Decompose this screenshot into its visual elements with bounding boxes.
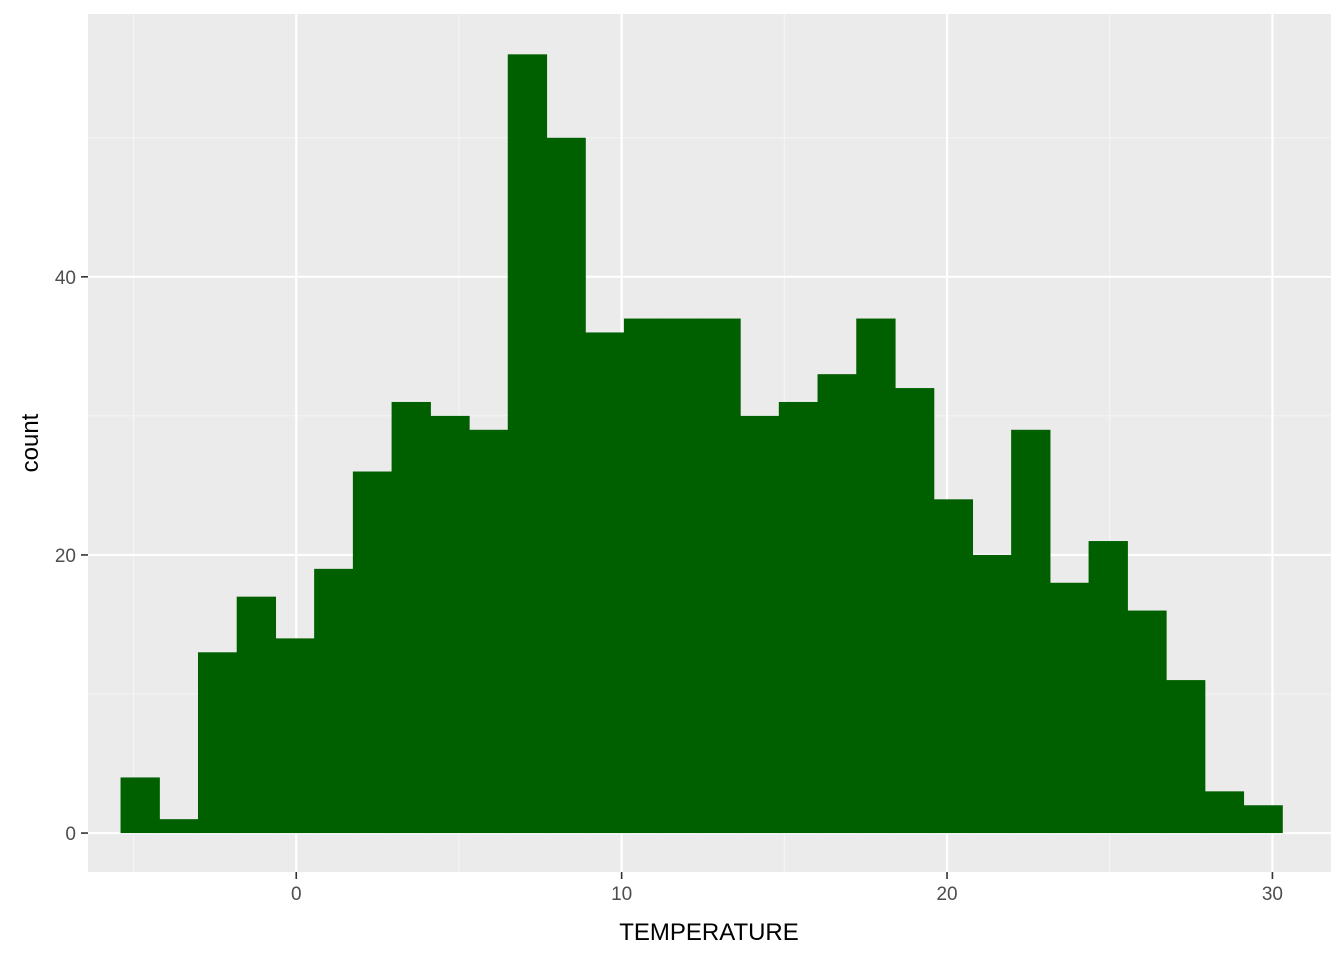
histogram-bar [469, 429, 509, 834]
histogram-bar [1166, 680, 1206, 834]
histogram-bar [701, 318, 741, 834]
histogram-bar [159, 819, 199, 834]
histogram-bar [1127, 610, 1167, 834]
histogram-bar [236, 596, 277, 834]
histogram-bar [585, 332, 625, 834]
histogram-bar [391, 401, 431, 834]
histogram-bar [507, 54, 548, 834]
y-tick-label: 20 [55, 546, 76, 567]
x-tick-label: 0 [291, 884, 302, 905]
histogram-bar [933, 499, 974, 834]
histogram-bar [197, 652, 238, 834]
y-axis-ticks: 0 20 40 [55, 268, 88, 845]
y-tick-label: 40 [55, 268, 76, 289]
x-tick-label: 10 [611, 884, 632, 905]
x-axis-ticks: 0 10 20 30 [291, 872, 1283, 905]
histogram-bar [430, 415, 470, 834]
x-axis-title: TEMPERATURE [619, 919, 799, 946]
histogram-bar [623, 318, 664, 834]
histogram-bar [1204, 791, 1245, 834]
histogram-bar [778, 401, 819, 834]
histogram-bar [546, 137, 586, 834]
x-tick-label: 20 [936, 884, 957, 905]
histogram-bar [740, 415, 780, 834]
histogram-bar [894, 388, 935, 834]
x-tick-label: 30 [1262, 884, 1283, 905]
histogram-bar [856, 318, 896, 834]
y-axis-title: count [17, 413, 44, 472]
histogram-bar [352, 471, 393, 834]
histogram-bar [1088, 541, 1128, 834]
histogram-bar [1011, 429, 1051, 834]
histogram-bar [120, 777, 160, 834]
histogram-bar [314, 568, 354, 834]
histogram-bar [1049, 582, 1090, 834]
histogram-bar [275, 638, 315, 834]
histogram-bar [972, 554, 1012, 834]
histogram-bar [662, 318, 702, 834]
histogram-bars [120, 54, 1283, 834]
y-tick-label: 0 [65, 824, 76, 845]
histogram-bar [817, 374, 857, 834]
histogram-bar [1243, 805, 1283, 834]
